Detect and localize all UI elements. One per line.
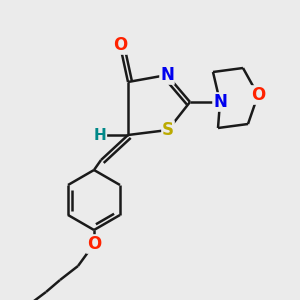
Text: S: S	[162, 121, 174, 139]
Text: O: O	[251, 86, 265, 104]
Text: N: N	[160, 66, 174, 84]
Text: O: O	[113, 36, 127, 54]
Text: H: H	[94, 128, 106, 142]
Text: N: N	[213, 93, 227, 111]
Text: O: O	[87, 235, 101, 253]
